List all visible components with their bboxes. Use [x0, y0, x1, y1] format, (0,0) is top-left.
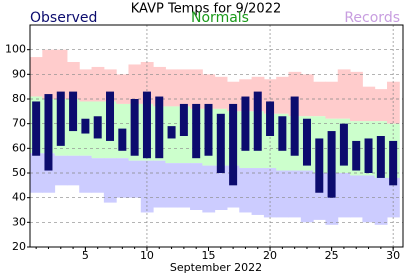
record-high-band: [177, 69, 191, 107]
chart-title: KAVP Temps for 9/2022: [131, 2, 282, 17]
record-low-band: [263, 168, 277, 218]
record-high-band: [226, 81, 240, 112]
observed-bar: [118, 128, 127, 151]
record-high-band: [300, 74, 314, 117]
record-high-band: [214, 76, 228, 109]
record-low-band: [337, 173, 351, 218]
observed-bar: [241, 96, 250, 151]
record-high-band: [128, 64, 142, 104]
y-tick-label: 80: [12, 92, 26, 105]
plot-frame: [29, 24, 404, 248]
observed-bar: [352, 140, 361, 171]
y-tick-label: 20: [12, 240, 26, 253]
y-tick-label: 50: [12, 166, 26, 179]
observed-bar: [376, 136, 385, 178]
record-low-band: [374, 177, 388, 225]
record-high-band: [116, 74, 129, 104]
record-low-band: [177, 163, 191, 208]
observed-bar: [364, 138, 373, 173]
observed-bar: [216, 113, 225, 173]
observed-bar: [32, 101, 41, 156]
record-low-band: [251, 168, 265, 215]
observed-bar: [192, 103, 201, 159]
y-tick-label: 30: [12, 215, 26, 228]
y-tick-label: 90: [12, 67, 26, 80]
y-tick-label: 70: [12, 117, 26, 130]
observed-bar: [315, 138, 324, 193]
y-tick-label: 40: [12, 191, 26, 204]
x-tick-label: 10: [140, 249, 154, 262]
x-axis-label: September 2022: [170, 261, 262, 274]
observed-bar: [142, 91, 151, 159]
record-high-band: [165, 69, 179, 107]
observed-bar: [229, 103, 238, 186]
x-tick-label: 15: [201, 249, 215, 262]
legend-observed: Observed: [30, 10, 97, 26]
record-low-band: [103, 158, 117, 203]
observed-bar: [167, 126, 176, 139]
record-low-band: [350, 175, 363, 218]
observed-bar: [56, 91, 65, 146]
record-low-band: [79, 155, 93, 193]
observed-bar: [253, 91, 262, 151]
x-tick-label: 25: [325, 249, 339, 262]
record-low-band: [276, 170, 290, 218]
y-tick-label: 60: [12, 141, 26, 154]
record-low-band: [153, 160, 166, 208]
observed-bar: [179, 103, 188, 136]
record-low-band: [91, 158, 105, 193]
record-low-band: [300, 170, 314, 223]
observed-bar: [130, 99, 139, 156]
record-high-band: [30, 57, 43, 97]
record-low-band: [362, 175, 376, 223]
record-low-band: [239, 168, 253, 213]
record-low-band: [66, 155, 80, 186]
record-low-band: [165, 163, 179, 208]
legend-records: Records: [344, 10, 400, 26]
record-low-band: [190, 163, 203, 210]
record-low-band: [214, 165, 228, 210]
x-tick-label: 30: [386, 249, 400, 262]
x-tick-label: 5: [82, 249, 89, 262]
record-low-band: [288, 170, 302, 218]
observed-bar: [339, 123, 348, 166]
observed-bar: [278, 116, 287, 151]
observed-bar: [204, 103, 213, 156]
x-tick-label: 20: [263, 249, 277, 262]
observed-bar: [327, 131, 336, 198]
record-high-band: [91, 66, 105, 102]
observed-bar: [81, 118, 90, 134]
observed-bar: [290, 96, 299, 156]
y-tick-label: 100: [5, 43, 26, 56]
observed-bar: [155, 96, 164, 159]
record-low-band: [54, 155, 68, 186]
legend-normals: Normals: [191, 10, 249, 26]
record-high-band: [374, 89, 388, 122]
record-high-band: [362, 86, 376, 122]
record-low-band: [202, 165, 216, 213]
record-high-band: [190, 69, 203, 109]
observed-bar: [389, 140, 398, 186]
observed-bar: [302, 118, 311, 166]
record-high-band: [202, 74, 216, 109]
observed-bar: [93, 116, 102, 139]
record-high-band: [350, 71, 363, 122]
record-high-band: [337, 69, 351, 119]
record-high-band: [276, 76, 290, 114]
observed-bar: [44, 94, 53, 171]
observed-bar: [106, 91, 115, 141]
observed-bar: [69, 91, 78, 132]
record-low-band: [116, 158, 129, 198]
record-low-band: [128, 160, 142, 198]
record-high-band: [79, 69, 93, 102]
record-high-band: [325, 81, 339, 119]
observed-bar: [266, 101, 275, 136]
record-high-band: [66, 62, 80, 99]
